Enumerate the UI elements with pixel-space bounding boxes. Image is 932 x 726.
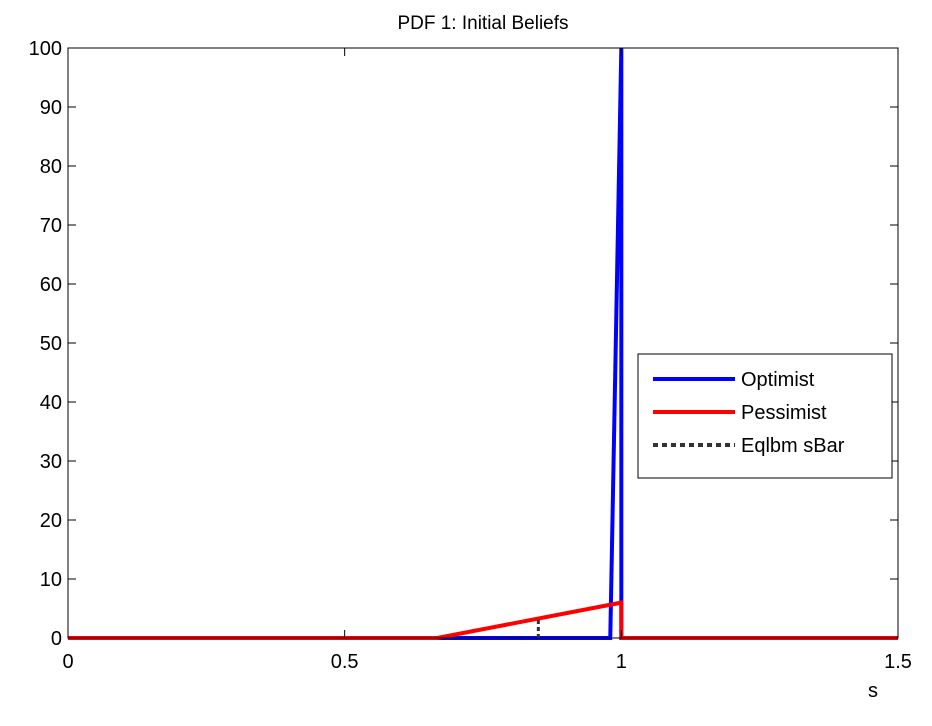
series-line-pessimist bbox=[68, 600, 898, 640]
y-tick-label: 0 bbox=[51, 628, 62, 650]
axis-ticks: 0 0.5 1 1.5 0 10 20 30 40 50 60 70 80 90 100 bbox=[29, 38, 912, 673]
series-line-optimist bbox=[68, 47, 898, 640]
y-tick-label: 90 bbox=[40, 97, 62, 119]
x-tick-label: 0.5 bbox=[331, 651, 359, 673]
y-tick-label: 80 bbox=[40, 156, 62, 178]
legend-label: Eqlbm sBar bbox=[741, 435, 845, 457]
legend: Optimist Pessimist Eqlbm sBar bbox=[637, 353, 893, 479]
chart-title: PDF 1: Initial Beliefs bbox=[397, 13, 568, 34]
y-tick-label: 60 bbox=[40, 274, 62, 296]
y-tick-label: 40 bbox=[40, 392, 62, 414]
x-axis-label: s bbox=[868, 680, 878, 702]
axes-frame bbox=[67, 47, 899, 639]
x-tick-label: 1 bbox=[616, 651, 627, 673]
legend-box bbox=[637, 353, 893, 479]
y-tick-label: 50 bbox=[40, 333, 62, 355]
plot-lines bbox=[68, 47, 898, 640]
y-tick-label: 30 bbox=[40, 451, 62, 473]
legend-label: Pessimist bbox=[741, 402, 827, 424]
y-tick-label: 100 bbox=[29, 38, 62, 60]
x-tick-label: 1.5 bbox=[884, 651, 912, 673]
y-tick-label: 70 bbox=[40, 215, 62, 237]
legend-label: Optimist bbox=[741, 369, 815, 391]
x-tick-label: 0 bbox=[62, 651, 73, 673]
y-tick-label: 20 bbox=[40, 510, 62, 532]
y-tick-label: 10 bbox=[40, 569, 62, 591]
